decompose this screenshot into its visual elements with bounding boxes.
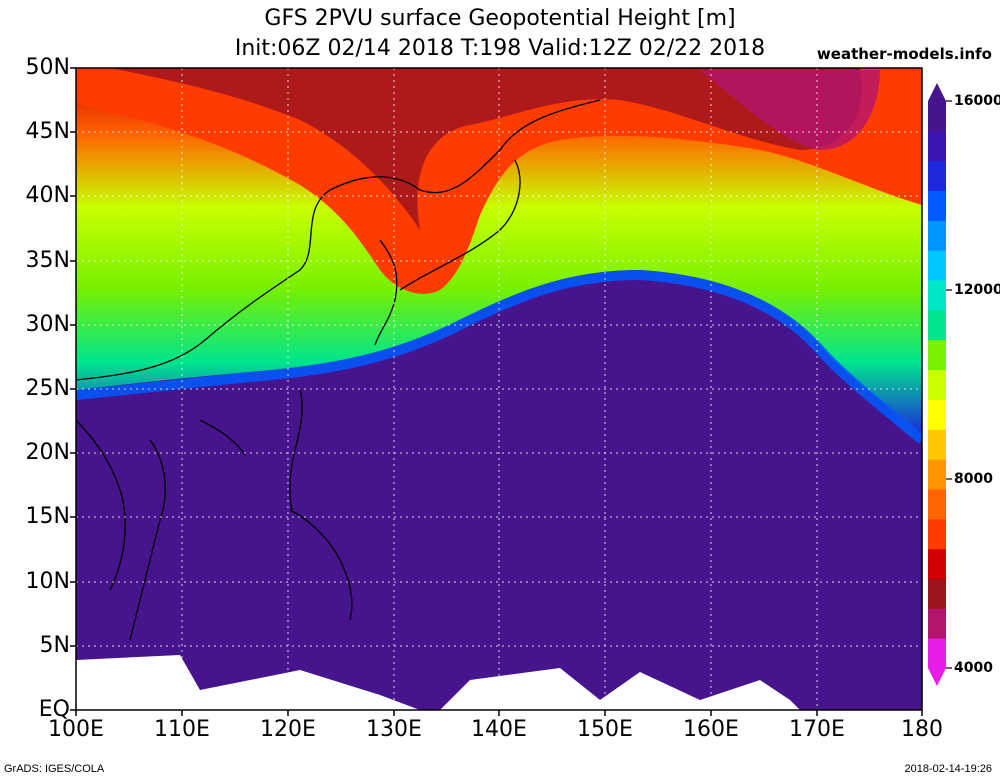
- colorbar-swatch: [928, 130, 946, 162]
- lon-label-130e: 130E: [366, 717, 422, 742]
- lon-label-100e: 100E: [48, 717, 104, 742]
- colorbar-label-16000: 16000: [954, 93, 1000, 109]
- lat-label-20n: 20N: [25, 440, 70, 465]
- colorbar-swatch: [928, 459, 946, 490]
- colorbar-swatch: [928, 101, 946, 132]
- colorbar-swatch: [928, 518, 946, 550]
- colorbar-label-8000: 8000: [954, 471, 993, 487]
- lat-label-5n: 5N: [39, 633, 70, 658]
- footer-software: GrADS: IGES/COLA: [4, 763, 105, 775]
- map-subtitle: Init:06Z 02/14 2018 T:198 Valid:12Z 02/2…: [234, 36, 766, 61]
- colorbar-swatch: [928, 250, 946, 281]
- axis-ticks: [70, 67, 923, 716]
- credit-label: weather-models.info: [816, 45, 992, 63]
- lat-label-30n: 30N: [25, 312, 70, 337]
- colorbar-ticks: [946, 100, 952, 669]
- colorbar-swatch: [928, 399, 946, 430]
- colorbar-swatch: [928, 369, 946, 400]
- grid: [76, 68, 922, 710]
- lon-label-110e: 110E: [154, 717, 210, 742]
- lon-label-180: 180: [901, 717, 943, 742]
- colorbar-swatch: [928, 190, 946, 221]
- colorbar-min-arrow: [928, 668, 946, 686]
- footer-timestamp: 2018-02-14-19:26: [904, 763, 992, 775]
- lon-label-150e: 150E: [577, 717, 633, 742]
- lat-label-45n: 45N: [25, 119, 70, 144]
- lat-label-35n: 35N: [25, 248, 70, 273]
- lat-label-40n: 40N: [25, 183, 70, 208]
- colorbar-swatch: [928, 638, 946, 669]
- colorbar-swatch: [928, 309, 946, 341]
- colorbar-swatch: [928, 608, 946, 639]
- lat-label-15n: 15N: [25, 504, 70, 529]
- colorbar-swatch: [928, 429, 946, 460]
- colorbar: [928, 83, 946, 686]
- lat-label-10n: 10N: [25, 569, 70, 594]
- blue-transition: [76, 269, 922, 444]
- colorbar-swatch: [928, 488, 946, 520]
- lon-label-160e: 160E: [683, 717, 739, 742]
- colorbar-swatch: [928, 578, 946, 609]
- lon-label-170e: 170E: [789, 717, 845, 742]
- dark-red-core: [110, 68, 862, 230]
- lat-label-25n: 25N: [25, 376, 70, 401]
- colorbar-label-12000: 12000: [954, 282, 1000, 298]
- colorbar-swatch: [928, 548, 946, 579]
- colorbar-swatch: [928, 160, 946, 192]
- lat-label-50n: 50N: [25, 55, 70, 80]
- colorbar-swatch: [928, 280, 946, 311]
- colorbar-swatch: [928, 339, 946, 371]
- missing-data: [76, 655, 800, 710]
- lon-label-120e: 120E: [260, 717, 316, 742]
- colorbar-swatch: [928, 220, 946, 251]
- magenta-core: [700, 70, 880, 150]
- lon-label-140e: 140E: [471, 717, 527, 742]
- colorbar-label-4000: 4000: [954, 660, 993, 676]
- colorbar-max-arrow: [928, 83, 946, 101]
- lat-label-eq: EQ: [38, 697, 70, 722]
- map-title: GFS 2PVU surface Geopotential Height [m]: [264, 6, 736, 31]
- coastlines: [76, 99, 601, 641]
